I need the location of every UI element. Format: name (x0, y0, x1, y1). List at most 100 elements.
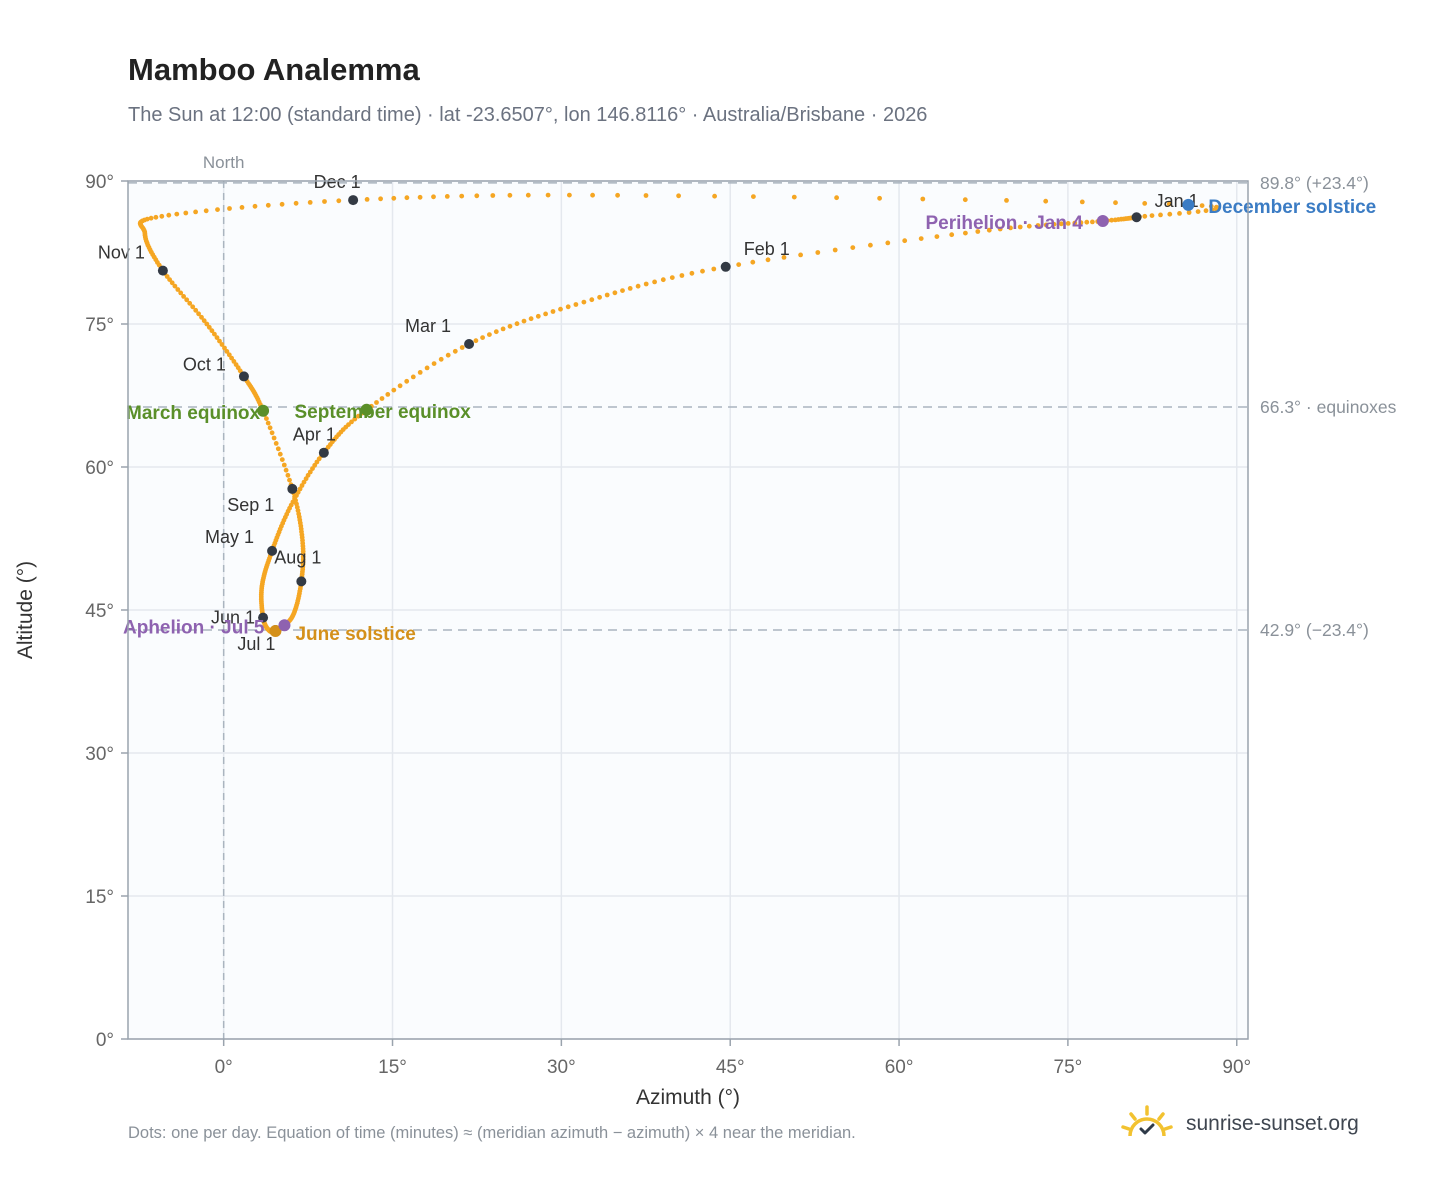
x-tick-label: 60° (885, 1057, 914, 1078)
daily-dot (1084, 219, 1090, 225)
daily-dot (1112, 217, 1118, 223)
month-marker (720, 261, 731, 272)
daily-dot (500, 326, 506, 332)
daily-dot (222, 345, 227, 351)
daily-dot (1113, 200, 1118, 206)
daily-dot (535, 313, 541, 319)
daily-dot (975, 229, 981, 234)
daily-dot (1079, 199, 1085, 205)
y-tick-label: 75° (85, 315, 114, 336)
daily-dot (689, 270, 695, 276)
daily-dot (597, 294, 602, 300)
daily-dot (798, 252, 803, 258)
daily-dot (283, 467, 289, 473)
daily-dot (565, 304, 571, 310)
daily-dot (196, 311, 202, 317)
daily-dot (525, 192, 531, 198)
month-label: Jun 1 (211, 608, 255, 628)
daily-dot (1209, 207, 1215, 213)
daily-dot (364, 197, 370, 202)
daily-dot (279, 457, 285, 462)
daily-dot (184, 297, 190, 303)
brand[interactable]: sunrise-sunset.org (1120, 1100, 1359, 1148)
daily-dot (507, 192, 513, 198)
x-tick-label: 45° (716, 1057, 745, 1078)
daily-dot (543, 311, 548, 317)
daily-dot (148, 215, 154, 221)
daily-dot (190, 304, 196, 310)
daily-dot (178, 290, 184, 296)
month-marker (464, 339, 475, 350)
daily-dot (1090, 219, 1095, 225)
daily-dot (660, 277, 666, 283)
x-tick-label: 75° (1054, 1057, 1083, 1078)
month-label: Dec 1 (314, 172, 361, 192)
daily-dot (226, 352, 232, 358)
daily-dot (1017, 224, 1023, 230)
daily-dot (277, 451, 283, 457)
daily-dot (711, 266, 717, 272)
daily-dot (169, 280, 175, 286)
daily-dot (219, 342, 225, 347)
daily-dot (212, 331, 217, 337)
daily-dot (1166, 201, 1172, 207)
daily-dot (963, 230, 968, 236)
daily-dot (292, 494, 297, 500)
daily-dot (224, 349, 230, 354)
brand-name: sunrise-sunset.org (1186, 1112, 1359, 1135)
daily-dot (193, 209, 199, 215)
daily-dot (183, 210, 189, 216)
month-label: Aug 1 (274, 547, 321, 567)
y-tick-label: 15° (85, 887, 114, 908)
event-marker (269, 624, 282, 637)
month-marker (1131, 212, 1142, 223)
daily-dot (1008, 225, 1013, 231)
daily-dot (285, 472, 291, 478)
event-label: March equinox (126, 403, 261, 424)
daily-dot (187, 300, 193, 306)
y-tick-label: 30° (85, 744, 114, 765)
daily-dot (550, 309, 556, 314)
month-label: May 1 (205, 527, 254, 547)
daily-dot (404, 378, 410, 384)
daily-dot (473, 338, 479, 344)
daily-dot (834, 195, 839, 201)
daily-dot (1167, 211, 1173, 217)
daily-dot (652, 279, 657, 285)
event-marker (1182, 198, 1195, 211)
event-label: September equinox (294, 402, 471, 423)
daily-dot (252, 203, 258, 209)
daily-dot (275, 446, 281, 452)
daily-dot (877, 195, 882, 201)
daily-dot (424, 365, 430, 371)
daily-dot (307, 200, 313, 205)
daily-dot (750, 259, 756, 265)
daily-dot (528, 316, 534, 322)
month-label: Feb 1 (744, 239, 790, 259)
daily-dot (431, 361, 437, 366)
reference-lines: North 89.8° (+23.4°) 66.3° · equinoxes 42.9… (128, 153, 1397, 1039)
daily-dot (444, 194, 450, 199)
daily-dot (459, 345, 465, 350)
event-label: Perihelion · Jan 4 (925, 213, 1083, 234)
x-axis-label: Azimuth (°) (636, 1086, 740, 1109)
sun-icon (1121, 1105, 1173, 1137)
daily-dot (287, 477, 292, 483)
footnote: Dots: one per day. Equation of time (min… (128, 1124, 856, 1142)
daily-dot (438, 356, 444, 362)
daily-dot (1109, 217, 1114, 223)
y-tick-label: 0° (96, 1030, 114, 1051)
daily-dot (144, 216, 150, 222)
daily-dot (507, 323, 513, 329)
daily-dot (589, 297, 595, 303)
daily-dot (166, 212, 172, 218)
daily-dot (1149, 213, 1155, 219)
daily-dot (474, 193, 480, 199)
daily-dot (310, 466, 315, 471)
daily-dot (521, 318, 527, 324)
daily-dot (850, 245, 856, 251)
daily-dot (679, 273, 685, 278)
daily-dot (712, 193, 717, 199)
daily-dot (215, 207, 220, 213)
